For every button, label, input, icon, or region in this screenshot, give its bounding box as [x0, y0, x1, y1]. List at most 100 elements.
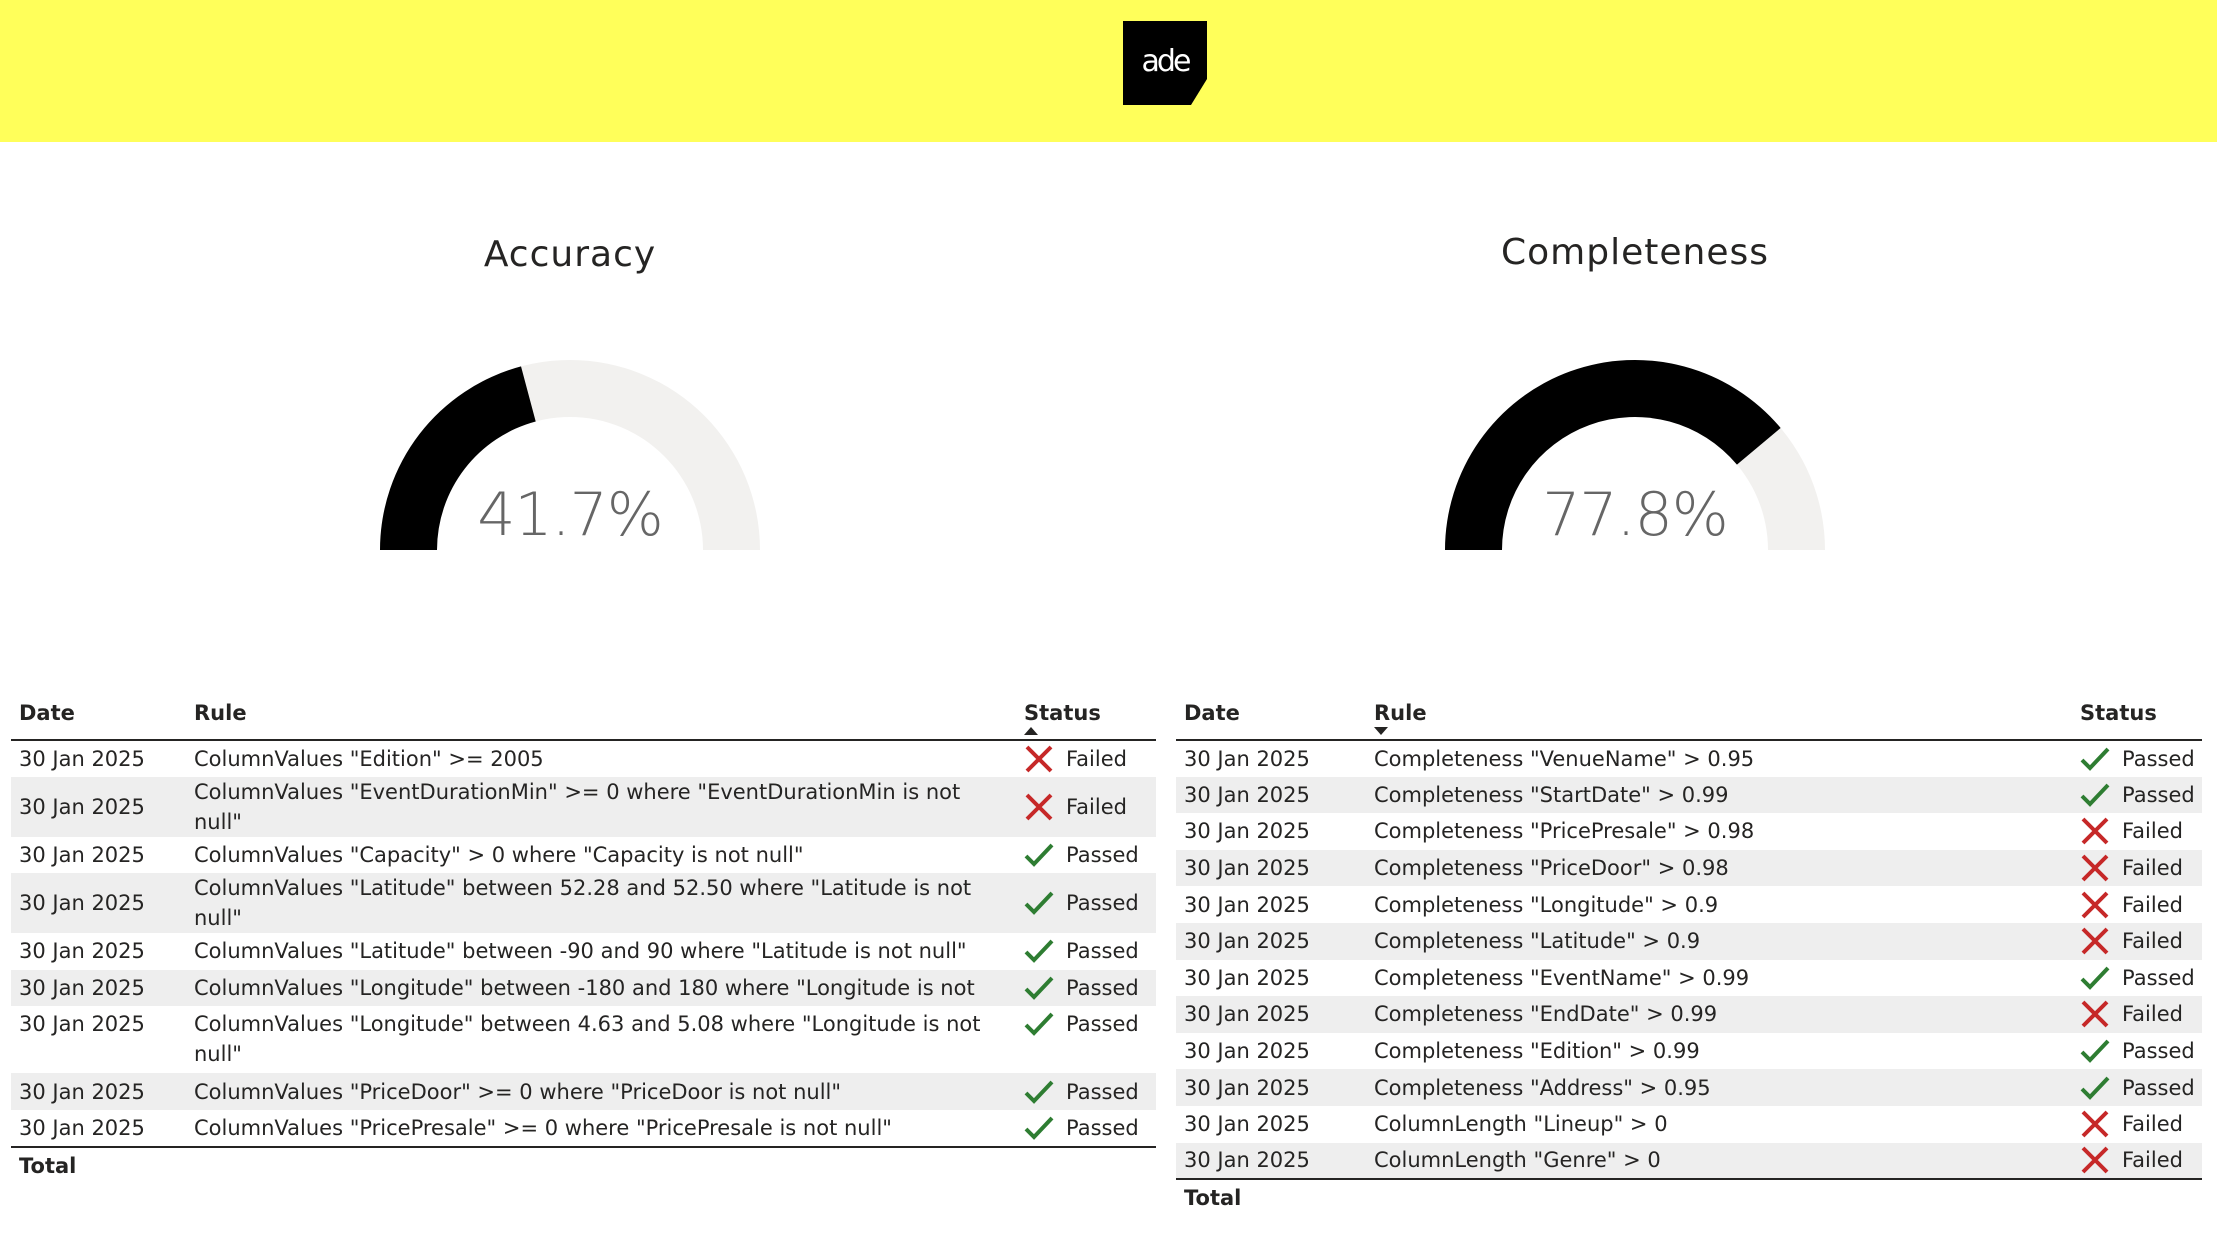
rule-cell: ColumnValues "Capacity" > 0 where "Capac… — [194, 842, 804, 867]
status-text: Failed — [1066, 746, 1127, 771]
check-icon — [1024, 1011, 1054, 1037]
status-text: Passed — [1066, 842, 1139, 867]
rule-cell: Completeness "Latitude" > 0.9 — [1366, 922, 2072, 960]
check-icon — [2080, 782, 2110, 808]
table-row[interactable]: 30 Jan 2025 ColumnValues "Longitude" betw… — [11, 969, 1156, 1007]
status-text: Failed — [2122, 892, 2183, 917]
table-row[interactable]: 30 Jan 2025 Completeness "Longitude" > 0.… — [1176, 886, 2202, 923]
status-cell: Failed — [2072, 849, 2202, 887]
completeness-gauge-fill — [1445, 360, 1781, 550]
table-row[interactable]: 30 Jan 2025 Completeness "Address" > 0.95… — [1176, 1069, 2202, 1106]
date-cell: 30 Jan 2025 — [1184, 892, 1310, 917]
check-icon — [1024, 1115, 1054, 1141]
completeness-table: Date Rule Status 30 Jan 2025 Completeness… — [1176, 700, 2202, 1216]
date-cell: 30 Jan 2025 — [11, 873, 186, 934]
date-cell: 30 Jan 2025 — [19, 939, 145, 964]
rule-cell: ColumnValues "Edition" >= 2005 — [194, 746, 544, 771]
check-icon — [2080, 1038, 2110, 1064]
status-text: Passed — [2122, 1075, 2195, 1100]
rule-cell: Completeness "Edition" > 0.99 — [1374, 1039, 1700, 1064]
check-icon — [2080, 1075, 2110, 1101]
table-row[interactable]: 30 Jan 2025 ColumnLength "Genre" > 0 Faile… — [1176, 1142, 2202, 1180]
date-cell: 30 Jan 2025 — [1176, 1069, 1366, 1106]
status-cell: Passed — [1016, 1073, 1156, 1110]
logo-text: ade — [1142, 44, 1190, 79]
date-cell: 30 Jan 2025 — [19, 842, 145, 867]
header-banner: ade — [0, 0, 2217, 142]
table-row[interactable]: 30 Jan 2025 Completeness "VenueName" > 0.… — [1176, 740, 2202, 777]
cross-icon — [2080, 927, 2110, 955]
cross-icon — [2080, 1110, 2110, 1138]
table-row[interactable]: 30 Jan 2025 ColumnValues "PricePresale" >… — [11, 1110, 1156, 1147]
sort-descending-icon — [1374, 727, 1388, 735]
cross-icon — [2080, 1000, 2110, 1028]
date-cell: 30 Jan 2025 — [19, 1012, 145, 1037]
status-text: Failed — [2122, 819, 2183, 844]
table-row[interactable]: 30 Jan 2025 ColumnValues "Edition" >= 200… — [11, 740, 1156, 777]
table-row[interactable]: 30 Jan 2025 ColumnValues "Capacity" > 0 w… — [11, 837, 1156, 874]
date-cell: 30 Jan 2025 — [1184, 1039, 1310, 1064]
rule-cell: Completeness "VenueName" > 0.95 — [1374, 746, 1755, 771]
status-text: Failed — [1066, 794, 1127, 819]
rule-cell: Completeness "StartDate" > 0.99 — [1366, 776, 2072, 814]
status-text: Passed — [1066, 976, 1139, 1001]
table-row[interactable]: 30 Jan 2025 ColumnValues "Longitude" betw… — [11, 1006, 1156, 1073]
rule-cell: ColumnValues "Latitude" between 52.28 an… — [186, 873, 1016, 934]
cross-icon — [2080, 817, 2110, 845]
accuracy-gauge-fill — [380, 366, 536, 550]
column-header-rule[interactable]: Rule — [1366, 700, 2072, 741]
accuracy-title: Accuracy — [483, 234, 657, 275]
table-row[interactable]: 30 Jan 2025 ColumnValues "EventDurationMi… — [11, 776, 1156, 837]
date-cell: 30 Jan 2025 — [11, 969, 186, 1007]
check-icon — [1024, 1079, 1054, 1105]
status-text: Passed — [2122, 965, 2195, 990]
rule-cell: Completeness "PriceDoor" > 0.98 — [1366, 849, 2072, 887]
table-row[interactable]: 30 Jan 2025 ColumnValues "Latitude" betwe… — [11, 873, 1156, 934]
status-cell: Passed — [2072, 740, 2202, 777]
cross-icon — [2080, 1146, 2110, 1174]
cross-icon — [1024, 793, 1054, 821]
column-header-rule[interactable]: Rule — [186, 700, 1016, 741]
date-cell: 30 Jan 2025 — [1184, 819, 1310, 844]
status-text: Failed — [2122, 1112, 2183, 1137]
table-row[interactable]: 30 Jan 2025 Completeness "Latitude" > 0.9… — [1176, 922, 2202, 960]
status-cell: Failed — [2072, 922, 2202, 960]
table-row[interactable]: 30 Jan 2025 ColumnValues "PriceDoor" >= 0… — [11, 1073, 1156, 1110]
table-header-row: Date Rule Status — [1176, 700, 2202, 741]
table-row[interactable]: 30 Jan 2025 Completeness "EventName" > 0.… — [1176, 960, 2202, 997]
date-cell: 30 Jan 2025 — [1184, 746, 1310, 771]
date-cell: 30 Jan 2025 — [1184, 1112, 1310, 1137]
rule-cell: ColumnLength "Lineup" > 0 — [1374, 1112, 1668, 1137]
status-cell: Passed — [1016, 837, 1156, 874]
rule-cell: Completeness "EventName" > 0.99 — [1374, 965, 1750, 990]
table-row[interactable]: 30 Jan 2025 ColumnValues "Latitude" betwe… — [11, 933, 1156, 970]
status-text: Passed — [2122, 746, 2195, 771]
column-header-status[interactable]: Status — [2072, 700, 2202, 741]
check-icon — [2080, 746, 2110, 772]
rule-cell: Completeness "PricePresale" > 0.98 — [1374, 819, 1755, 844]
rule-cell: ColumnValues "Longitude" between -180 an… — [186, 969, 1016, 1007]
status-cell: Passed — [2072, 776, 2202, 814]
table-row[interactable]: 30 Jan 2025 Completeness "StartDate" > 0.… — [1176, 776, 2202, 814]
status-cell: Failed — [2072, 813, 2202, 850]
status-text: Passed — [2122, 1039, 2195, 1064]
check-icon — [1024, 975, 1054, 1001]
status-text: Passed — [1066, 1012, 1139, 1037]
column-header-date[interactable]: Date — [11, 700, 186, 741]
status-cell: Passed — [1016, 933, 1156, 970]
accuracy-table: Date Rule Status 30 Jan 2025 ColumnValues… — [11, 700, 1156, 1183]
date-cell: 30 Jan 2025 — [11, 1073, 186, 1110]
column-header-status[interactable]: Status — [1016, 700, 1156, 741]
total-label: Total — [11, 1145, 186, 1183]
table-row[interactable]: 30 Jan 2025 Completeness "PricePresale" >… — [1176, 813, 2202, 850]
table-row[interactable]: 30 Jan 2025 ColumnLength "Lineup" > 0 Fail… — [1176, 1106, 2202, 1143]
rule-cell: ColumnLength "Genre" > 0 — [1366, 1142, 2072, 1180]
date-cell: 30 Jan 2025 — [19, 1115, 145, 1140]
status-cell: Failed — [2072, 1142, 2202, 1180]
table-row[interactable]: 30 Jan 2025 Completeness "Edition" > 0.99… — [1176, 1033, 2202, 1070]
column-header-date[interactable]: Date — [1176, 700, 1366, 741]
table-row[interactable]: 30 Jan 2025 Completeness "EndDate" > 0.99… — [1176, 996, 2202, 1033]
table-row[interactable]: 30 Jan 2025 Completeness "PriceDoor" > 0.… — [1176, 849, 2202, 887]
rule-cell: ColumnValues "Longitude" between 4.63 an… — [194, 1012, 981, 1067]
status-text: Passed — [1066, 1115, 1139, 1140]
